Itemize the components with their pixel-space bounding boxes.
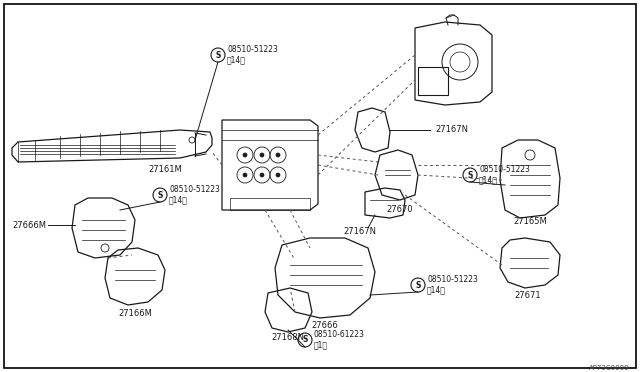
Text: 27666M: 27666M	[12, 221, 46, 230]
Text: S: S	[467, 170, 473, 180]
Text: 27167N: 27167N	[435, 125, 468, 135]
Text: S: S	[215, 51, 221, 60]
Text: 27161M: 27161M	[148, 166, 182, 174]
Circle shape	[243, 173, 247, 177]
Circle shape	[276, 153, 280, 157]
Text: 08510-51223
（14）: 08510-51223 （14）	[169, 185, 220, 205]
Bar	[230, 198, 310, 210]
Circle shape	[276, 173, 280, 177]
Text: 08510-51223
（14）: 08510-51223 （14）	[227, 45, 278, 65]
Circle shape	[243, 153, 247, 157]
Text: 08510-51223
（14）: 08510-51223 （14）	[479, 165, 530, 185]
Bar	[418, 67, 448, 95]
Text: S: S	[157, 190, 163, 199]
Text: 27166M: 27166M	[118, 308, 152, 317]
Text: 27167N: 27167N	[344, 228, 376, 237]
Text: 27165M: 27165M	[513, 218, 547, 227]
Text: 27168N: 27168N	[271, 334, 305, 343]
Text: AP73C0009: AP73C0009	[589, 365, 630, 371]
Text: 27666: 27666	[312, 321, 339, 330]
Circle shape	[260, 173, 264, 177]
Text: 08510-51223
（14）: 08510-51223 （14）	[427, 275, 478, 295]
Text: S: S	[302, 336, 308, 344]
Circle shape	[260, 153, 264, 157]
Text: 27670: 27670	[387, 205, 413, 215]
Text: 08510-61223
（1）: 08510-61223 （1）	[314, 330, 365, 350]
Text: 27671: 27671	[515, 291, 541, 299]
Text: S: S	[415, 280, 420, 289]
